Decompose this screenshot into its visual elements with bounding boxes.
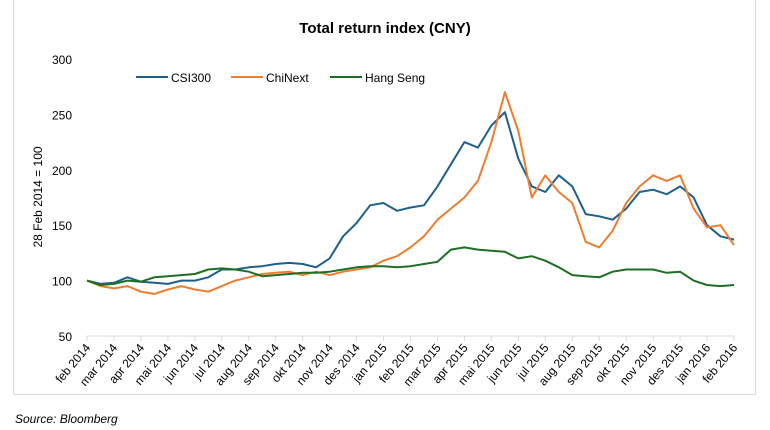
y-axis-label: 28 Feb 2014 = 100 <box>31 146 45 247</box>
y-tick-label: 150 <box>52 219 72 233</box>
chart-frame <box>13 0 756 395</box>
series-line-hang-seng <box>86 246 735 288</box>
y-tick-label: 250 <box>52 108 72 122</box>
y-tick-label: 200 <box>52 164 72 178</box>
series-line-chinext <box>86 91 735 295</box>
legend-label: Hang Seng <box>365 71 425 85</box>
legend-label: ChiNext <box>266 71 309 85</box>
series-line-csi300 <box>86 111 735 285</box>
y-tick-label: 300 <box>52 53 72 67</box>
legend-label: CSI300 <box>171 71 211 85</box>
y-tick-label: 50 <box>59 330 73 344</box>
source-note: Source: Bloomberg <box>15 412 118 426</box>
chart-title: Total return index (CNY) <box>299 20 471 37</box>
y-tick-label: 100 <box>52 275 72 289</box>
